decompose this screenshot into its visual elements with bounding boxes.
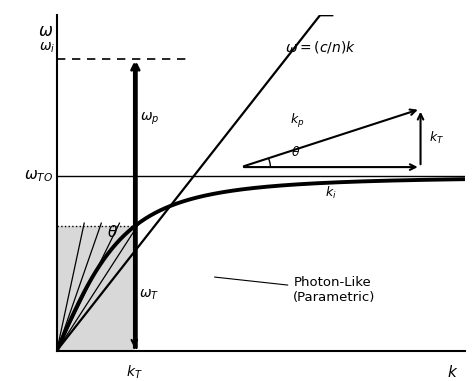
Text: $\theta$: $\theta$ [107,224,118,240]
Text: $\omega_i$: $\omega_i$ [38,41,55,56]
Text: $\omega_p$: $\omega_p$ [140,111,160,127]
Text: $\omega_{TO}$: $\omega_{TO}$ [24,168,53,184]
Bar [57,226,134,351]
Text: $k$: $k$ [447,364,458,380]
Text: Photon-Like
(Parametric): Photon-Like (Parametric) [215,276,376,304]
Text: $\omega_T$: $\omega_T$ [139,288,159,302]
Text: $k_T$: $k_T$ [429,130,444,146]
Text: $\theta$: $\theta$ [291,145,300,159]
Text: $k_i$: $k_i$ [325,184,337,201]
Text: $k_T$: $k_T$ [126,364,143,381]
Text: $k_p$: $k_p$ [290,112,305,130]
Text: $\omega=(c/n)k$: $\omega=(c/n)k$ [285,39,356,55]
Text: $\omega$: $\omega$ [37,22,53,40]
